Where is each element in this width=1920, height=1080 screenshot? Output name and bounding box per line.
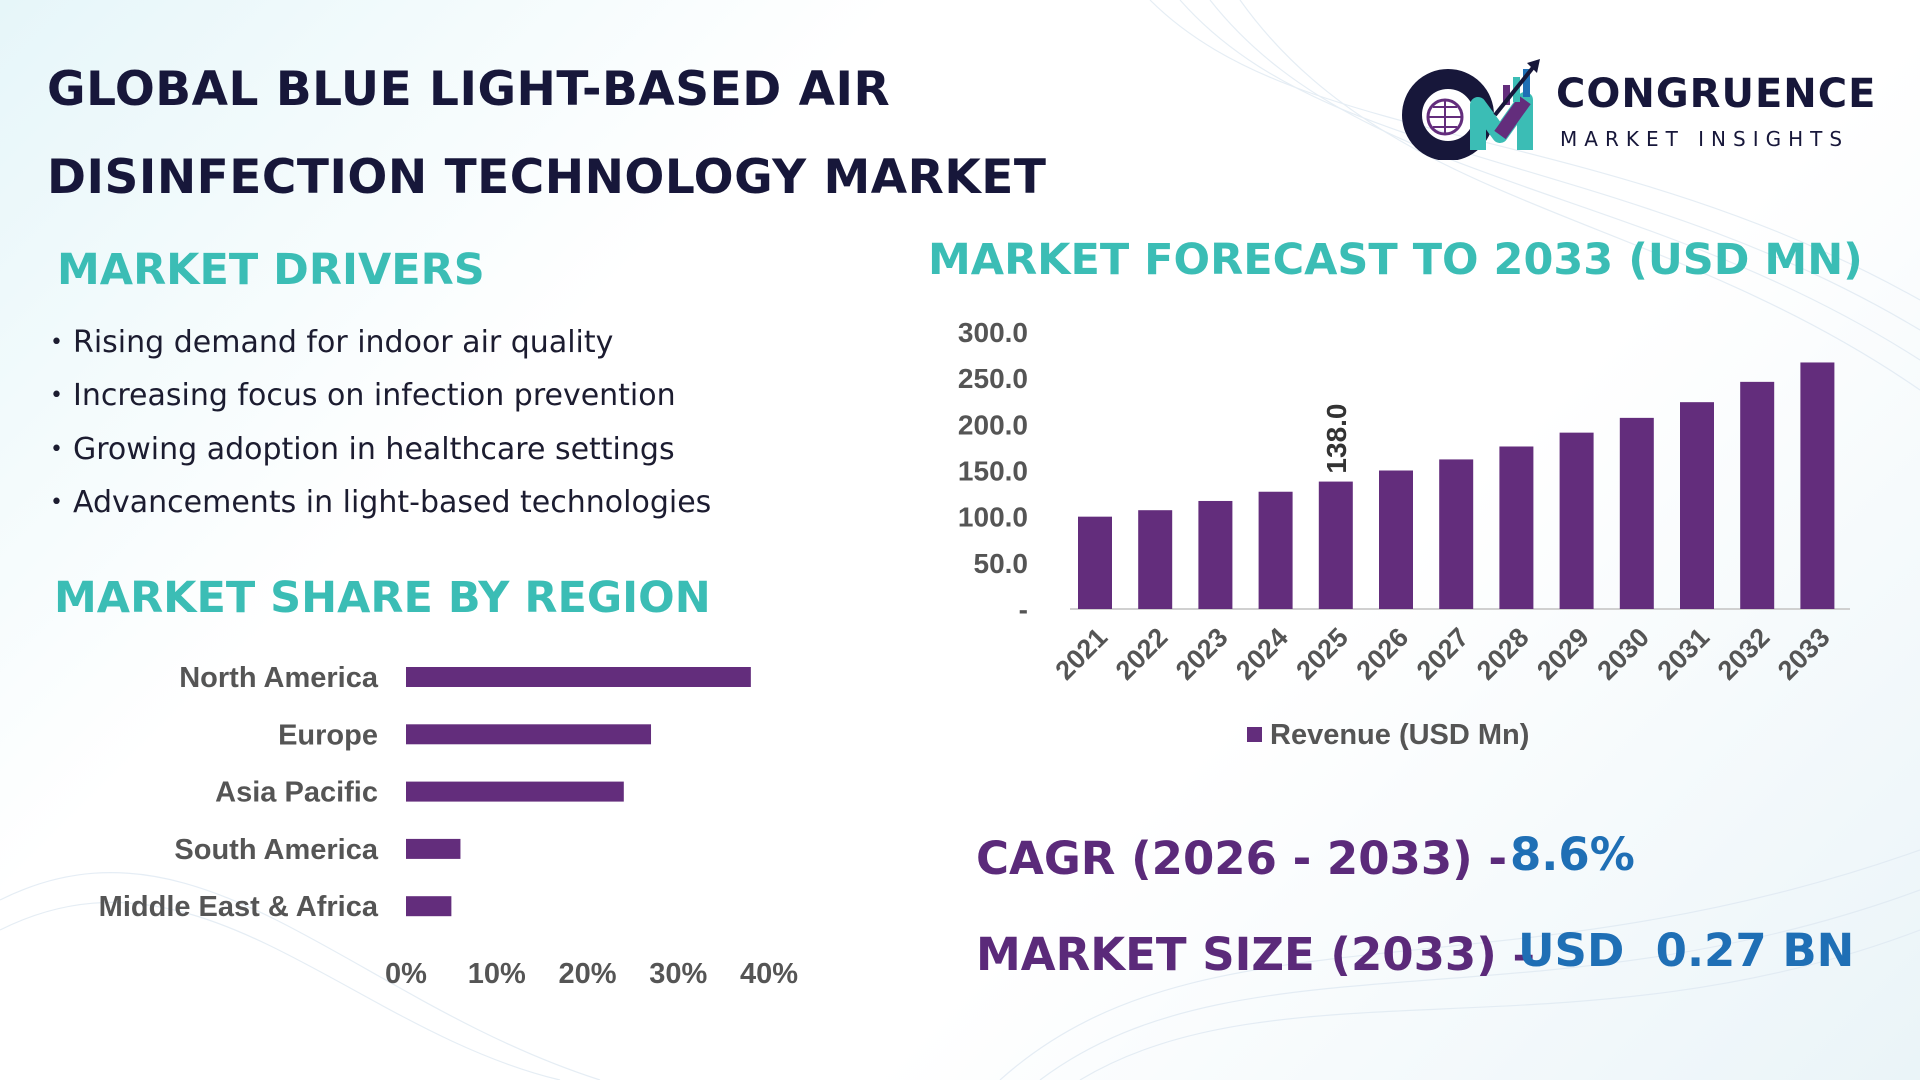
y-tick-label: 150.0	[958, 456, 1028, 487]
y-tick-label: 50.0	[974, 548, 1029, 579]
forecast-bar	[1559, 432, 1594, 609]
forecast-chart: -50.0100.0150.0200.0250.0300.02021202220…	[958, 317, 1850, 751]
x-tick-label: 40%	[740, 958, 798, 990]
driver-item: Increasing focus on infection prevention	[50, 378, 676, 413]
forecast-bar	[1318, 481, 1353, 609]
y-tick-label: 250.0	[958, 363, 1028, 394]
legend-label: Revenue (USD Mn)	[1270, 719, 1529, 751]
forecast-bar	[1740, 381, 1775, 609]
cagr-label: CAGR (2026 - 2033) -	[976, 832, 1508, 885]
forecast-bar	[1078, 516, 1112, 609]
title-line-1: GLOBAL BLUE LIGHT-BASED AIR	[47, 62, 891, 117]
x-tick-label: 2024	[1230, 622, 1294, 686]
logo: CONGRUENCE MARKET INSIGHTS	[1400, 55, 1880, 161]
driver-item: Growing adoption in healthcare settings	[50, 432, 675, 467]
legend-swatch	[1247, 727, 1262, 742]
x-tick-label: 2031	[1652, 622, 1716, 686]
region-bar	[406, 896, 452, 917]
x-tick-label: 2030	[1591, 622, 1655, 686]
cagr-value: 8.6%	[1510, 828, 1635, 881]
region-bar	[406, 724, 652, 745]
x-tick-label: 10%	[468, 958, 526, 990]
region-label: North America	[179, 662, 379, 694]
y-tick-label: 100.0	[958, 502, 1028, 533]
region-label: Europe	[278, 719, 378, 751]
driver-item: Advancements in light-based technologies	[50, 485, 711, 520]
forecast-bar	[1439, 459, 1474, 609]
forecast-bar	[1198, 500, 1233, 609]
x-tick-label: 2028	[1471, 622, 1535, 686]
y-tick-label: 300.0	[958, 317, 1028, 348]
region-share-chart: North America Europe Asia Pacific South Ame…	[99, 662, 799, 990]
region-label: Asia Pacific	[215, 777, 378, 809]
x-tick-label: 2022	[1110, 622, 1174, 686]
logo-mark-icon	[1402, 59, 1540, 161]
forecast-bar	[1258, 491, 1293, 609]
x-tick-label: 30%	[649, 958, 707, 990]
forecast-bar	[1499, 446, 1534, 609]
forecast-heading: MARKET FORECAST TO 2033 (USD MN)	[928, 235, 1863, 285]
x-tick-label: 2027	[1411, 622, 1475, 686]
market-size-value: USD 0.27 BN	[1518, 924, 1855, 977]
region-bar	[406, 838, 461, 859]
region-label: Middle East & Africa	[99, 891, 379, 923]
y-tick-label: -	[1019, 594, 1028, 625]
x-tick-label: 2021	[1050, 622, 1114, 686]
y-tick-label: 200.0	[958, 409, 1028, 440]
region-heading: MARKET SHARE BY REGION	[54, 573, 711, 623]
region-bar	[406, 781, 624, 802]
forecast-bar	[1680, 402, 1714, 609]
logo-tagline: MARKET INSIGHTS	[1560, 127, 1850, 151]
forecast-bar	[1619, 417, 1654, 609]
market-size-label: MARKET SIZE (2033) –	[976, 928, 1535, 981]
x-tick-label: 2026	[1351, 622, 1415, 686]
logo-name: CONGRUENCE	[1556, 71, 1877, 117]
x-tick-label: 20%	[558, 958, 616, 990]
x-tick-label: 2023	[1170, 622, 1234, 686]
driver-item: Rising demand for indoor air quality	[50, 325, 613, 360]
x-tick-label: 2033	[1772, 622, 1836, 686]
x-tick-label: 2025	[1290, 622, 1354, 686]
region-label: South America	[174, 834, 378, 866]
data-label: 138.0	[1321, 404, 1352, 474]
x-tick-label: 0%	[385, 958, 427, 990]
forecast-bar	[1800, 362, 1835, 609]
title-line-2: DISINFECTION TECHNOLOGY MARKET	[47, 150, 1047, 205]
forecast-bar	[1379, 470, 1413, 609]
forecast-bar	[1138, 510, 1173, 609]
x-tick-label: 2029	[1531, 622, 1595, 686]
x-tick-label: 2032	[1712, 622, 1776, 686]
market-drivers-heading: MARKET DRIVERS	[57, 245, 485, 295]
region-bar	[406, 667, 751, 687]
